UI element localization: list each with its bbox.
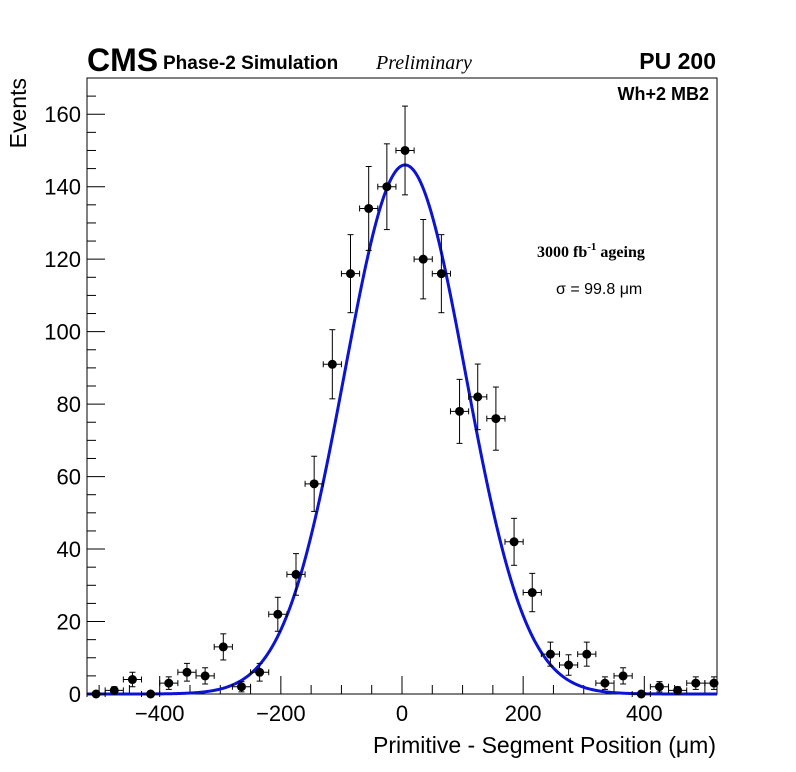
data-marker xyxy=(400,145,410,155)
data-marker xyxy=(255,667,265,677)
data-marker xyxy=(346,269,356,279)
x-tick-label: −200 xyxy=(256,701,306,726)
sigma-label: σ = 99.8 μm xyxy=(556,281,642,298)
data-point xyxy=(559,654,579,676)
y-tick-label: 0 xyxy=(69,682,81,707)
data-marker xyxy=(218,642,228,652)
data-point xyxy=(649,681,670,693)
data-marker xyxy=(618,671,628,681)
y-axis-label: Events xyxy=(5,78,31,148)
data-points xyxy=(86,105,719,699)
data-marker xyxy=(236,682,246,692)
data-marker xyxy=(600,678,610,688)
data-point xyxy=(540,641,560,667)
y-tick-label: 100 xyxy=(44,320,81,345)
data-marker xyxy=(327,359,337,369)
data-marker xyxy=(91,689,101,699)
data-point xyxy=(141,689,161,699)
data-marker xyxy=(636,689,646,699)
data-marker xyxy=(509,537,519,547)
data-point xyxy=(577,641,597,667)
data-point xyxy=(268,596,288,632)
data-point xyxy=(522,572,542,613)
data-marker xyxy=(309,479,319,489)
data-marker xyxy=(182,667,192,677)
data-marker xyxy=(455,406,465,416)
data-point xyxy=(104,685,124,695)
data-marker xyxy=(382,182,392,192)
x-tick-label: 400 xyxy=(626,701,663,726)
y-tick-label: 20 xyxy=(57,610,81,635)
data-point xyxy=(86,689,106,699)
pileup-label: PU 200 xyxy=(639,48,716,74)
ageing-label: 3000 fb-1 ageing xyxy=(537,241,645,261)
data-marker xyxy=(200,671,210,681)
data-point xyxy=(431,234,451,314)
subtitle-label: Phase-2 Simulation xyxy=(163,53,338,74)
x-tick-label: 200 xyxy=(505,701,542,726)
data-marker xyxy=(127,675,137,685)
fit-curve-group xyxy=(87,163,717,696)
axes: −400 −200 0 200 400 0 20 40 60 80 100 120 140 160 xyxy=(44,95,706,726)
data-marker xyxy=(654,682,664,692)
data-marker xyxy=(491,414,501,424)
fit-curve xyxy=(87,163,717,696)
data-marker xyxy=(673,685,683,695)
x-tick-label: 0 xyxy=(396,701,408,726)
data-point xyxy=(631,689,651,699)
data-point xyxy=(122,671,143,688)
data-marker xyxy=(418,254,428,264)
data-marker xyxy=(273,609,283,619)
data-point xyxy=(359,166,379,251)
data-point xyxy=(250,662,270,682)
data-marker xyxy=(164,678,174,688)
data-marker xyxy=(527,588,537,598)
data-point xyxy=(159,676,179,690)
data-marker xyxy=(545,649,555,659)
y-tick-label: 120 xyxy=(44,247,81,272)
data-marker xyxy=(582,649,592,659)
data-marker xyxy=(364,203,374,213)
data-marker xyxy=(109,685,119,695)
data-point xyxy=(377,143,397,231)
data-point xyxy=(686,676,706,690)
station-label: Wh+2 MB2 xyxy=(617,84,709,104)
y-tick-label: 80 xyxy=(57,392,81,417)
data-marker xyxy=(291,569,301,579)
data-point xyxy=(504,517,524,566)
data-point xyxy=(395,105,415,196)
data-point xyxy=(468,363,488,431)
data-marker xyxy=(564,660,574,670)
data-point xyxy=(322,329,342,400)
data-point xyxy=(231,681,252,693)
y-tick-label: 160 xyxy=(44,102,81,127)
data-point xyxy=(595,676,615,690)
data-point xyxy=(449,378,470,444)
data-point xyxy=(704,676,719,690)
data-point xyxy=(304,455,324,512)
data-point xyxy=(486,386,506,451)
data-point xyxy=(340,234,361,314)
data-point xyxy=(413,218,433,300)
x-axis-label: Primitive - Segment Position (μm) xyxy=(373,732,716,758)
data-marker xyxy=(473,392,483,402)
data-point xyxy=(286,553,306,596)
plot-frame xyxy=(86,77,718,695)
data-point xyxy=(195,667,215,685)
data-marker xyxy=(436,269,446,279)
x-tick-label: −400 xyxy=(135,701,185,726)
data-marker xyxy=(709,678,719,688)
data-point xyxy=(668,685,688,695)
data-point xyxy=(177,662,197,682)
cms-label: CMS xyxy=(87,42,158,78)
data-point xyxy=(213,633,233,661)
data-marker xyxy=(691,678,701,688)
y-tick-label: 40 xyxy=(57,537,81,562)
y-tick-label: 140 xyxy=(44,175,81,200)
data-marker xyxy=(146,689,156,699)
y-tick-label: 60 xyxy=(57,465,81,490)
data-point xyxy=(613,667,633,685)
preliminary-label: Preliminary xyxy=(375,52,472,74)
